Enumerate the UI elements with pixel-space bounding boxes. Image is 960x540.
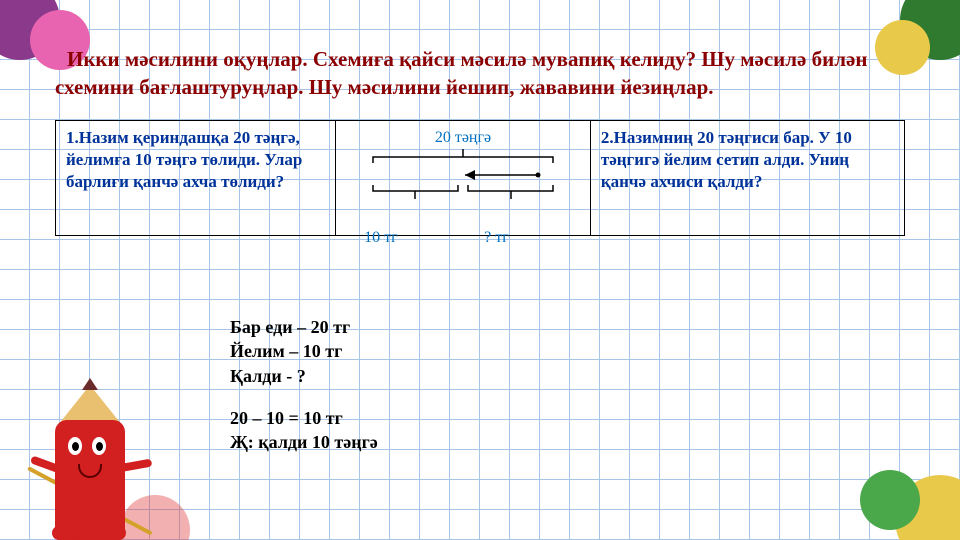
content-area: Икки мәсилини оқуңлар. Схемиға қайси мәс… <box>0 0 960 236</box>
solution-line: Қалди - ? <box>230 364 378 388</box>
pencil-character-icon <box>0 350 170 540</box>
scheme-right-label: ? тг <box>484 229 509 247</box>
scheme-top-label: 20 тәңгә <box>346 129 580 147</box>
slide: Икки мәсилини оқуңлар. Схемиға қайси мәс… <box>0 0 960 540</box>
instruction-title: Икки мәсилини оқуңлар. Схемиға қайси мәс… <box>55 45 905 102</box>
scheme-cell: 20 тәңгә <box>336 120 591 235</box>
problem-1-text: 1.Назим қериндашқа 20 тәңгә, йелимға 10 … <box>66 127 325 193</box>
solution-line: 20 – 10 = 10 тг <box>230 406 378 430</box>
decor-balloon <box>860 470 920 530</box>
solution-line: Җ: қалди 10 тәңгә <box>230 430 378 454</box>
solution-block: Бар еди – 20 тг Йелим – 10 тг Қалди - ? … <box>230 315 378 454</box>
problem-2-cell: 2.Назимниң 20 тәңгиси бар. У 10 тәңгигә … <box>590 120 904 235</box>
solution-line: Бар еди – 20 тг <box>230 315 378 339</box>
problem-1-cell: 1.Назим қериндашқа 20 тәңгә, йелимға 10 … <box>56 120 336 235</box>
scheme-diagram <box>363 149 563 204</box>
solution-line: Йелим – 10 тг <box>230 339 378 363</box>
problems-table: 1.Назим қериндашқа 20 тәңгә, йелимға 10 … <box>55 120 905 236</box>
problem-2-text: 2.Назимниң 20 тәңгиси бар. У 10 тәңгигә … <box>601 127 894 193</box>
scheme-left-label: 10 тг <box>364 229 398 247</box>
